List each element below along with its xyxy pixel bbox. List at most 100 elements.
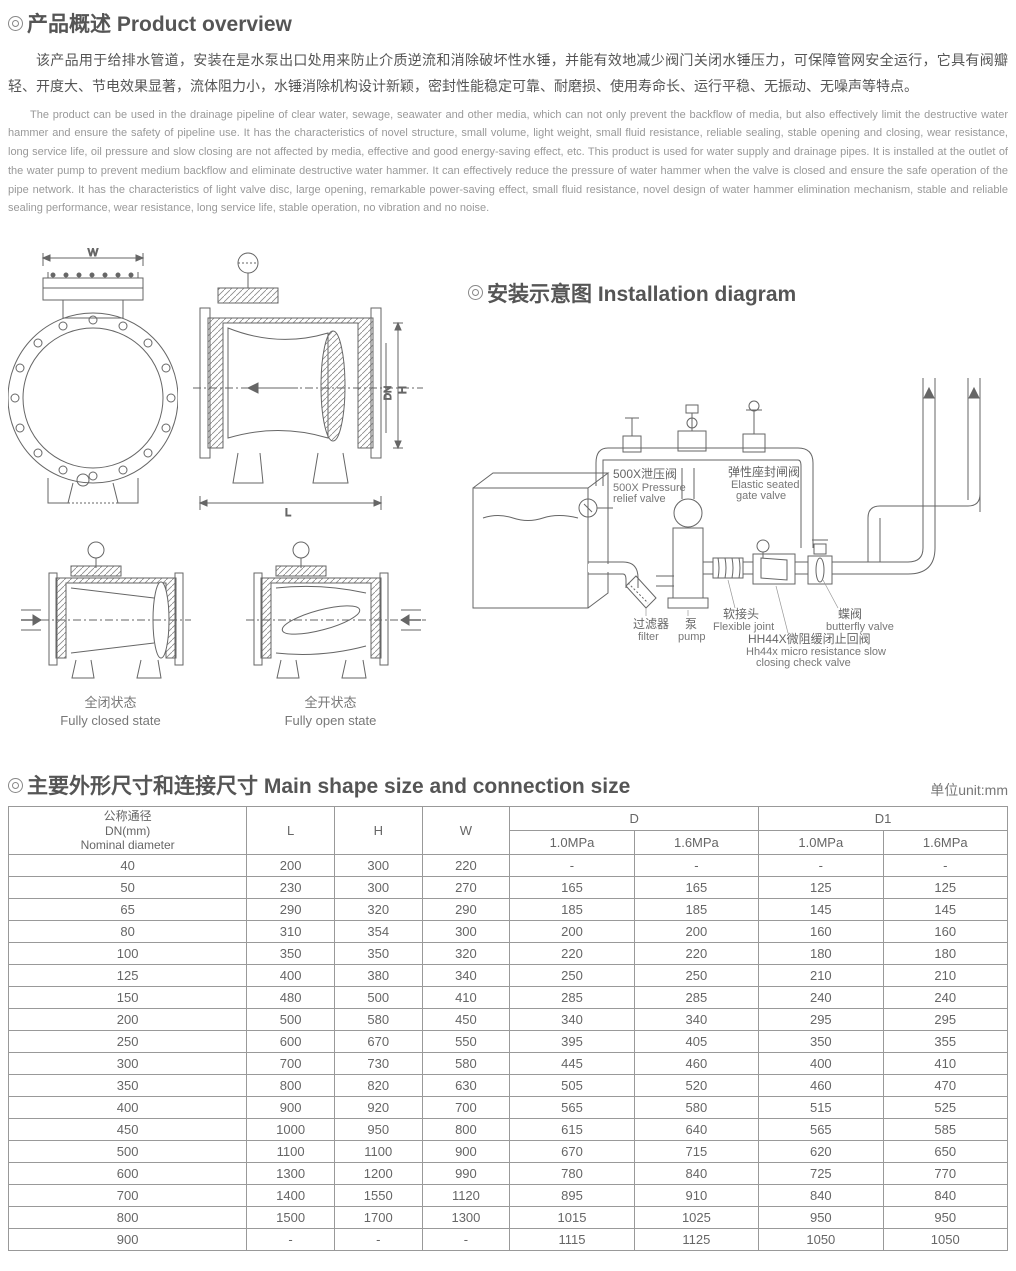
table-cell: 1300 (422, 1207, 510, 1229)
th-d1-10: 1.0MPa (759, 831, 883, 855)
table-cell: 1120 (422, 1185, 510, 1207)
table-cell: 125 (759, 877, 883, 899)
table-cell: 410 (422, 987, 510, 1009)
table-cell: 460 (759, 1075, 883, 1097)
table-cell: 290 (422, 899, 510, 921)
dim-h: H (397, 386, 409, 394)
table-cell: 165 (510, 877, 634, 899)
table-cell: 500 (247, 1009, 335, 1031)
svg-text:closing check valve: closing check valve (756, 657, 851, 669)
table-cell: 1050 (883, 1229, 1007, 1251)
open-state-block: 全开状态 Fully open state (231, 538, 431, 730)
table-cell: 450 (422, 1009, 510, 1031)
table-cell: 800 (422, 1119, 510, 1141)
table-cell: 380 (334, 965, 422, 987)
table-cell: 340 (510, 1009, 634, 1031)
table-cell: 500 (9, 1141, 247, 1163)
table-cell: 210 (883, 965, 1007, 987)
table-cell: 405 (634, 1031, 758, 1053)
table-cell: 670 (510, 1141, 634, 1163)
table-cell: 990 (422, 1163, 510, 1185)
table-row: 4501000950800615640565585 (9, 1119, 1008, 1141)
table-cell: 780 (510, 1163, 634, 1185)
table-cell: 505 (510, 1075, 634, 1097)
table-cell: 580 (422, 1053, 510, 1075)
table-cell: - (247, 1229, 335, 1251)
table-cell: 460 (634, 1053, 758, 1075)
table-cell: 80 (9, 921, 247, 943)
table-row: 250600670550395405350355 (9, 1031, 1008, 1053)
overview-para-cn: 该产品用于给排水管道，安装在是水泵出口处用来防止介质逆流和消除破坏性水锤，并能有… (8, 48, 1008, 100)
table-cell: 840 (634, 1163, 758, 1185)
table-cell: 900 (9, 1229, 247, 1251)
table-cell: 145 (759, 899, 883, 921)
table-cell: 285 (510, 987, 634, 1009)
bullet-icon (468, 285, 483, 300)
table-cell: 585 (883, 1119, 1007, 1141)
table-cell: 250 (634, 965, 758, 987)
table-cell: 1115 (510, 1229, 634, 1251)
table-cell: 65 (9, 899, 247, 921)
overview-para-en: The product can be used in the drainage … (8, 106, 1008, 218)
table-cell: 715 (634, 1141, 758, 1163)
table-row: 80310354300200200160160 (9, 921, 1008, 943)
dim-w: W (88, 248, 99, 259)
table-cell: 100 (9, 943, 247, 965)
table-cell: 650 (883, 1141, 1007, 1163)
table-cell: 350 (334, 943, 422, 965)
table-cell: 1300 (247, 1163, 335, 1185)
table-row: 80015001700130010151025950950 (9, 1207, 1008, 1229)
th-h: H (334, 807, 422, 855)
table-cell: 1100 (334, 1141, 422, 1163)
table-cell: 770 (883, 1163, 1007, 1185)
table-cell: 730 (334, 1053, 422, 1075)
table-cell: 445 (510, 1053, 634, 1075)
table-row: 60013001200990780840725770 (9, 1163, 1008, 1185)
closed-label-en: Fully closed state (16, 712, 206, 730)
table-cell: 800 (9, 1207, 247, 1229)
table-title: 主要外形尺寸和连接尺寸 Main shape size and connecti… (8, 770, 630, 800)
table-cell: - (883, 855, 1007, 877)
table-cell: 410 (883, 1053, 1007, 1075)
table-cell: 165 (634, 877, 758, 899)
bullet-icon (8, 778, 23, 793)
table-cell: 515 (759, 1097, 883, 1119)
table-row: 700140015501120895910840840 (9, 1185, 1008, 1207)
table-cell: 670 (334, 1031, 422, 1053)
table-cell: 450 (9, 1119, 247, 1141)
table-row: 300700730580445460400410 (9, 1053, 1008, 1075)
svg-text:蝶阀: 蝶阀 (838, 606, 862, 621)
table-row: 200500580450340340295295 (9, 1009, 1008, 1031)
table-cell: 125 (883, 877, 1007, 899)
table-cell: 400 (9, 1097, 247, 1119)
product-diagrams: W (8, 248, 438, 730)
svg-text:弹性座封闸阀: 弹性座封闸阀 (728, 464, 800, 479)
table-cell: 565 (759, 1119, 883, 1141)
table-cell: 240 (883, 987, 1007, 1009)
table-row: 125400380340250250210210 (9, 965, 1008, 987)
table-cell: 220 (634, 943, 758, 965)
table-cell: 295 (759, 1009, 883, 1031)
table-cell: 800 (247, 1075, 335, 1097)
table-cell: 160 (759, 921, 883, 943)
table-cell: - (634, 855, 758, 877)
table-row: 350800820630505520460470 (9, 1075, 1008, 1097)
front-view-diagram: W (8, 248, 178, 518)
table-cell: 520 (634, 1075, 758, 1097)
table-cell: 210 (759, 965, 883, 987)
table-row: 100350350320220220180180 (9, 943, 1008, 965)
table-cell: 900 (422, 1141, 510, 1163)
table-cell: 950 (759, 1207, 883, 1229)
table-cell: 820 (334, 1075, 422, 1097)
table-row: 50011001100900670715620650 (9, 1141, 1008, 1163)
table-cell: 350 (759, 1031, 883, 1053)
table-cell: 300 (422, 921, 510, 943)
table-cell: 700 (9, 1185, 247, 1207)
table-cell: 355 (883, 1031, 1007, 1053)
table-cell: 1000 (247, 1119, 335, 1141)
installation-diagram: 500X泄压阀 500X Pressure relief valve 弹性座封闸… (468, 318, 988, 678)
table-cell: 310 (247, 921, 335, 943)
table-cell: 900 (247, 1097, 335, 1119)
th-d-16: 1.6MPa (634, 831, 758, 855)
table-cell: 125 (9, 965, 247, 987)
